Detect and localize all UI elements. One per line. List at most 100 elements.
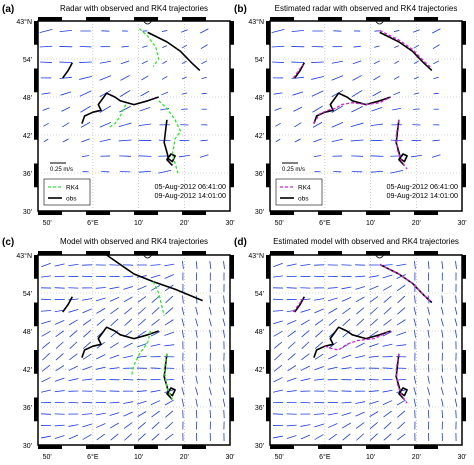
velocity-arrow [341,367,352,370]
velocity-arrow [373,60,381,65]
velocity-arrow [82,423,92,428]
lat-tick-label: 54' [23,57,32,64]
velocity-arrow [413,44,420,49]
velocity-arrow [82,298,93,301]
border-tick [38,211,62,215]
vector-field [40,260,226,442]
velocity-arrow [165,421,174,430]
velocity-arrow [369,421,378,430]
velocity-arrow [413,375,417,384]
velocity-arrow [195,398,198,407]
velocity-arrow [427,387,431,396]
rk4-trajectory [163,353,173,400]
border-tick [318,211,342,215]
velocity-arrow [368,390,379,392]
velocity-arrow [393,76,400,80]
velocity-arrow [427,260,430,270]
velocity-arrow [82,308,92,314]
velocity-arrow [382,264,393,266]
velocity-arrow [151,318,160,326]
legend-obs-label: obs [66,196,77,203]
velocity-arrow [396,344,407,347]
velocity-arrow [427,306,430,315]
velocity-arrow [369,433,378,441]
velocity-arrow [137,307,146,315]
velocity-arrow [68,319,78,326]
border-tick [182,251,206,255]
border-tick [366,251,390,255]
border-tick [318,445,342,449]
rk4-trajectory [139,28,160,67]
velocity-arrow [432,44,440,50]
coastline [143,20,152,25]
velocity-arrow [161,91,169,96]
velocity-arrow [394,60,400,64]
border-tick [462,21,466,45]
obs-trajectory [313,326,391,358]
velocity-arrow [83,341,92,349]
panel-letter: (c) [2,237,14,248]
velocity-arrow [41,92,51,95]
velocity-arrow [356,318,365,327]
velocity-arrow [413,92,420,95]
velocity-arrow [138,170,152,173]
velocity-arrow [110,433,119,441]
border-tick [230,255,234,279]
velocity-arrow [139,106,151,112]
velocity-arrow [287,330,296,338]
velocity-arrow [300,319,310,326]
obs-trajectory [313,92,391,124]
velocity-arrow [151,433,160,441]
velocity-arrow [342,307,351,315]
velocity-arrow [397,421,406,430]
panel-c: (c) Model with observed and RK4 trajector… [2,237,235,461]
velocity-arrow [328,423,338,428]
velocity-arrow [300,378,311,382]
velocity-arrow [313,138,322,143]
date-label: 09-Aug-2012 14:01:00 [154,191,226,200]
velocity-arrow [123,411,133,417]
velocity-arrow [124,307,133,315]
velocity-arrow [440,387,444,396]
velocity-arrow [42,353,50,361]
rk4-trajectory [108,104,127,128]
velocity-arrow [433,76,439,80]
velocity-arrow [162,45,168,48]
velocity-arrow [327,297,338,302]
velocity-arrow [181,398,185,407]
lat-tick-label: 42' [255,367,264,374]
lon-tick-label: 20' [412,454,421,461]
legend-obs-label: obs [298,196,309,203]
lat-tick-label: 30' [23,443,32,450]
velocity-arrow [372,90,382,97]
lat-tick-label: 30' [255,209,264,216]
velocity-arrow [440,318,444,327]
velocity-arrow [123,342,133,348]
lat-tick-label: 48' [255,95,264,102]
velocity-arrow [82,434,92,440]
velocity-arrow [141,75,149,81]
velocity-arrow [328,308,338,314]
border-tick [86,17,110,21]
coastline [375,254,384,259]
plot-frame [37,254,231,446]
velocity-arrow [397,295,406,304]
border-tick [38,445,62,449]
velocity-arrow [68,424,79,427]
velocity-arrow [41,320,51,325]
velocity-arrow [454,387,458,396]
border-tick [230,68,234,93]
velocity-arrow [162,60,168,64]
velocity-arrow [314,319,324,326]
date-label: 09-Aug-2012 14:01:00 [386,191,458,200]
velocity-arrow [109,367,120,370]
velocity-arrow [383,433,392,441]
velocity-arrow [41,262,51,268]
obs-trajectory [163,119,170,158]
velocity-arrow [331,105,344,113]
velocity-arrow [62,122,70,128]
velocity-arrow [165,410,174,418]
velocity-arrow [273,377,283,383]
border-tick [182,17,206,21]
